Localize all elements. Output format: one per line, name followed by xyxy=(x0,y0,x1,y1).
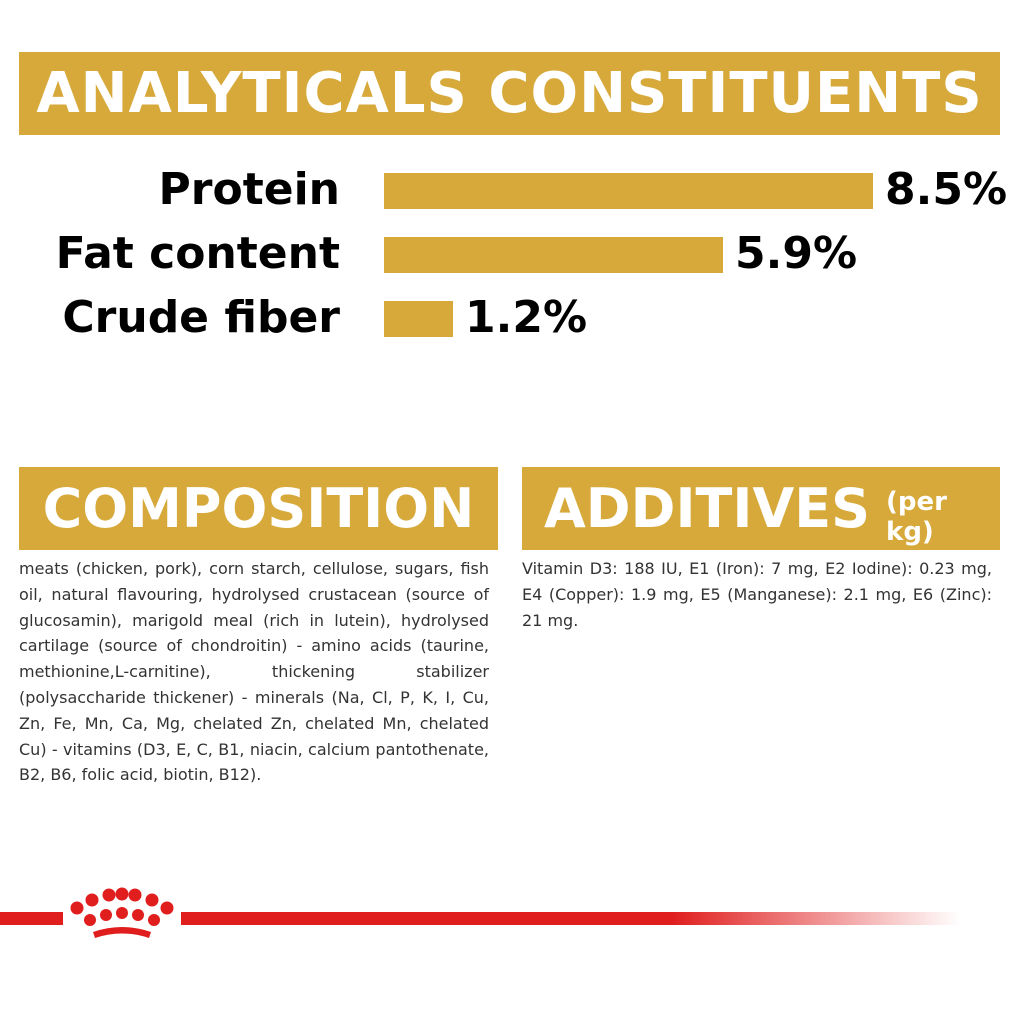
composition-header: COMPOSITION xyxy=(19,467,498,550)
analytical-constituents-header: ANALYTICALS CONSTITUENTS xyxy=(19,52,1000,135)
bar-value-label: 8.5% xyxy=(885,164,1008,215)
brand-divider-line xyxy=(0,912,960,925)
bar-value-label: 5.9% xyxy=(735,228,858,279)
additives-unit: (per kg) xyxy=(886,486,947,547)
royal-canin-crown-icon xyxy=(63,886,181,950)
bar xyxy=(384,237,723,273)
analytical-constituents-title: ANALYTICALS CONSTITUENTS xyxy=(36,61,983,126)
bar xyxy=(384,301,453,337)
bar-label: Fat content xyxy=(55,228,340,279)
bar-label: Crude fiber xyxy=(62,292,340,343)
bar-label: Protein xyxy=(158,164,340,215)
additives-text: Vitamin D3: 188 IU, E1 (Iron): 7 mg, E2 … xyxy=(522,559,992,630)
composition-text: meats (chicken, pork), corn starch, cell… xyxy=(19,559,489,785)
additives-title: ADDITIVES xyxy=(544,477,871,540)
bar-value-label: 1.2% xyxy=(465,292,588,343)
bar xyxy=(384,173,873,209)
additives-header: ADDITIVES (per kg) xyxy=(522,467,1000,550)
composition-title: COMPOSITION xyxy=(42,477,475,540)
